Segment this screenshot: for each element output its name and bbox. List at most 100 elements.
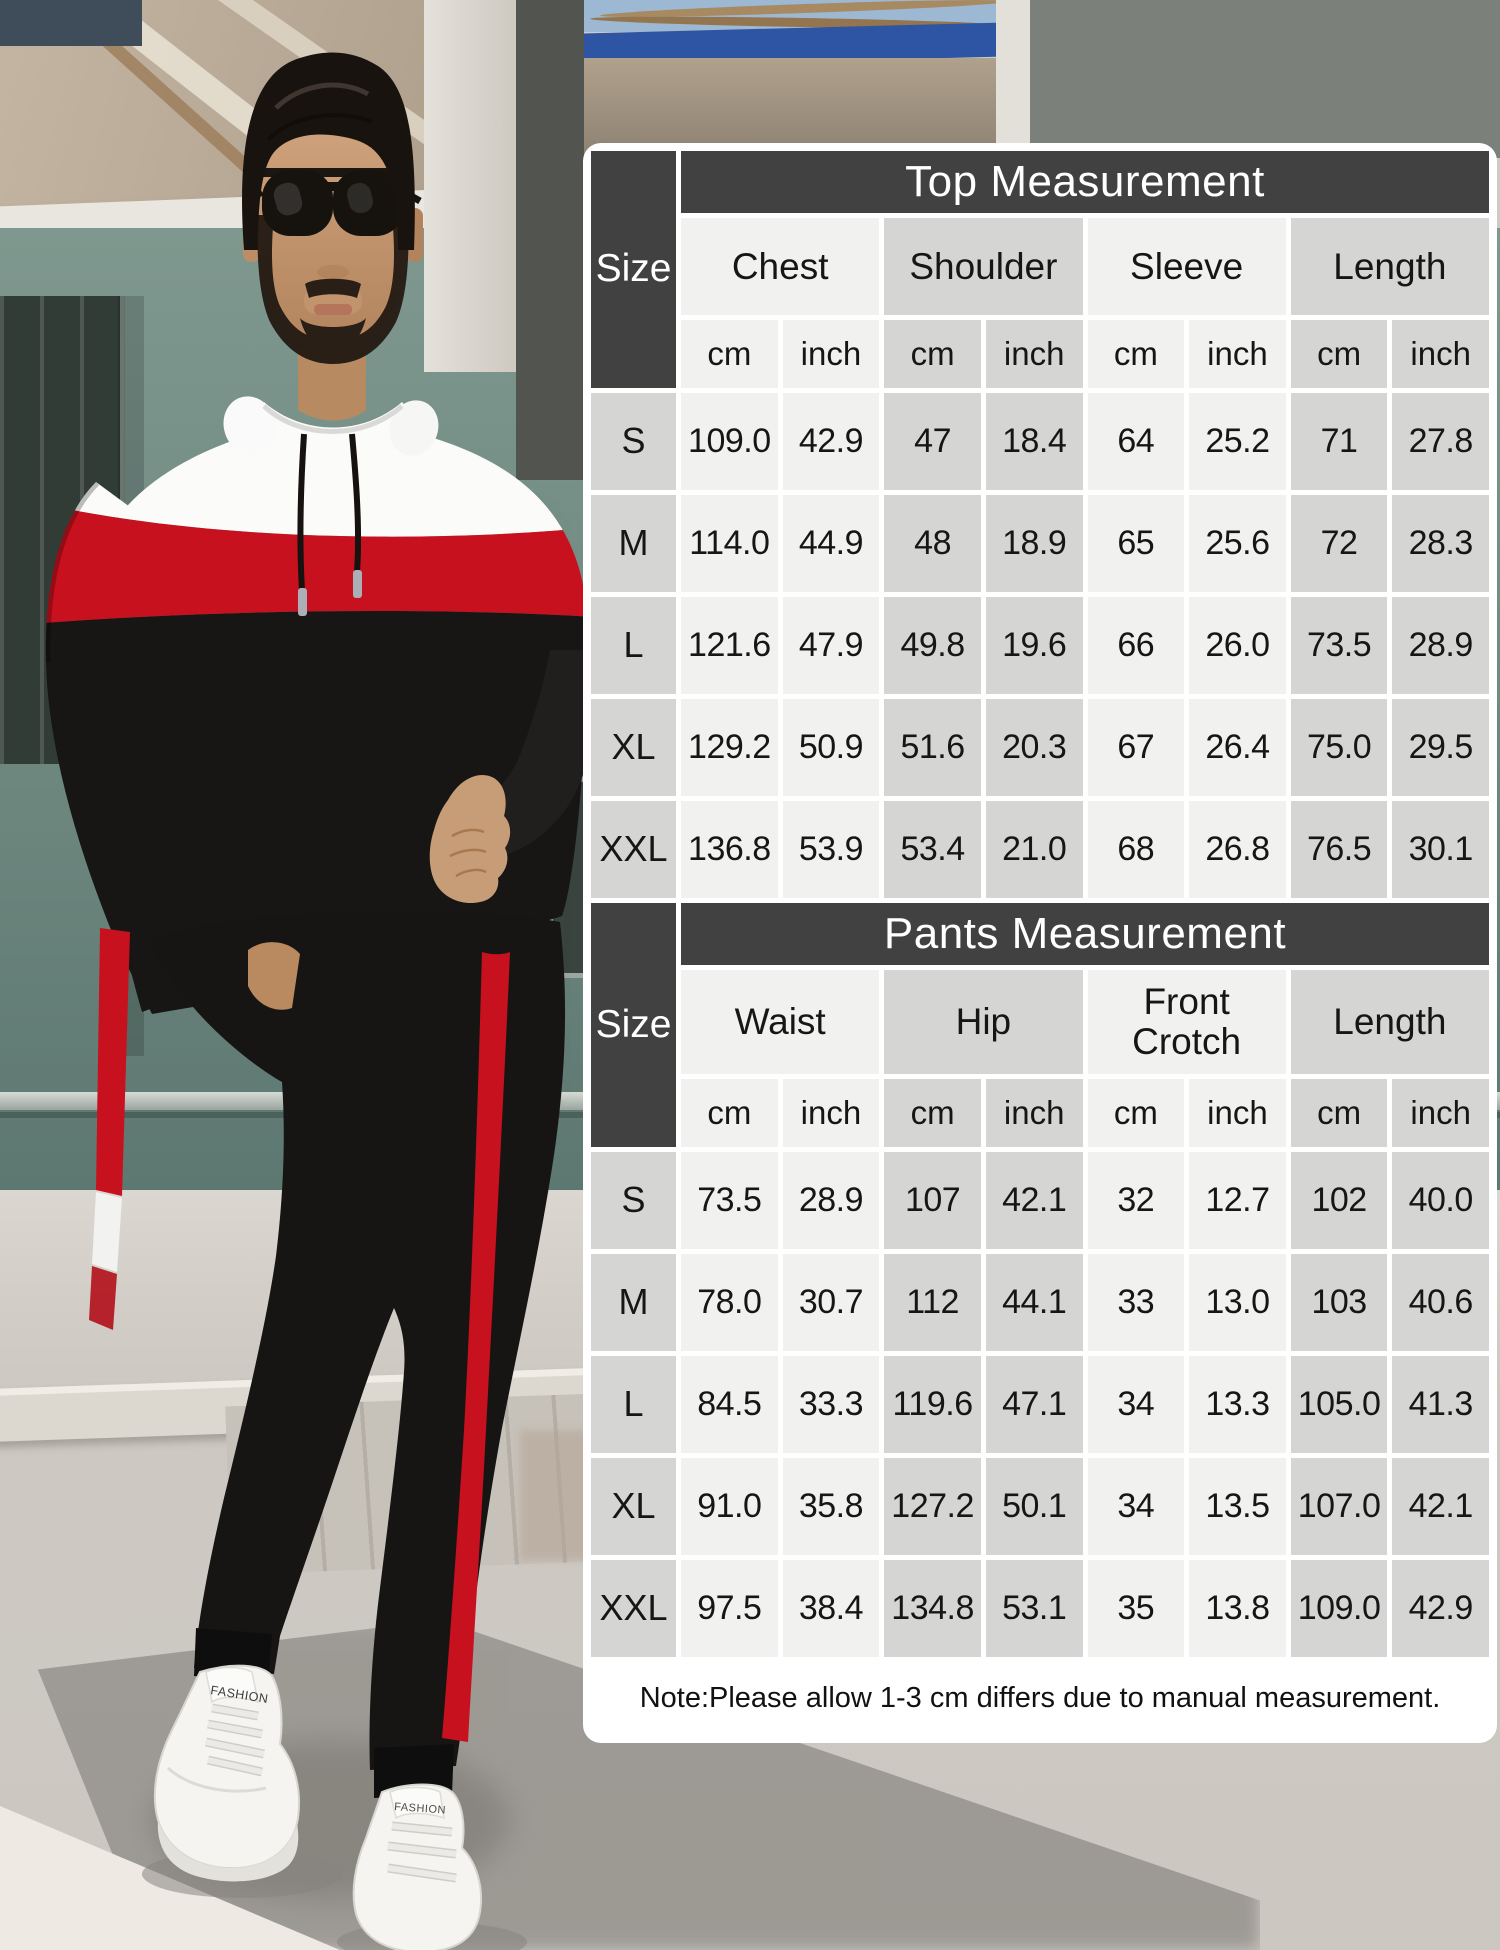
pants-measurement-table: Size Pants Measurement Waist Hip Front C… xyxy=(591,903,1489,1657)
shoe-tongue-text: FASHION xyxy=(394,1801,447,1817)
table-cell: 84.5 xyxy=(681,1356,778,1453)
row-size-label: L xyxy=(591,1356,677,1453)
white-sneaker: FASHION xyxy=(352,1783,482,1950)
table-cell: 38.4 xyxy=(782,1560,880,1657)
unit-label: cm xyxy=(884,320,981,388)
table-cell: 27.8 xyxy=(1392,393,1489,490)
unit-label: cm xyxy=(681,320,778,388)
unit-label: inch xyxy=(782,1079,880,1147)
table-cell: 105.0 xyxy=(1290,1356,1388,1453)
table-cell: 53.1 xyxy=(985,1560,1083,1657)
table-cell: 19.6 xyxy=(985,597,1083,694)
column-group-waist: Waist xyxy=(681,970,880,1074)
table-cell: 73.5 xyxy=(681,1152,778,1249)
table-cell: 28.9 xyxy=(782,1152,880,1249)
table-cell: 13.3 xyxy=(1189,1356,1286,1453)
table-cell: 25.6 xyxy=(1189,495,1286,592)
unit-label: inch xyxy=(1392,1079,1489,1147)
table-cell: 28.3 xyxy=(1392,495,1489,592)
unit-label: inch xyxy=(1189,1079,1286,1147)
table-cell: 26.0 xyxy=(1189,597,1286,694)
unit-label: cm xyxy=(1290,1079,1388,1147)
measurement-note: Note:Please allow 1-3 cm differs due to … xyxy=(591,1662,1489,1735)
table-cell: 42.1 xyxy=(985,1152,1083,1249)
table-cell: 26.8 xyxy=(1189,801,1286,898)
unit-label: inch xyxy=(1392,320,1489,388)
table-cell: 13.0 xyxy=(1189,1254,1286,1351)
table-cell: 68 xyxy=(1087,801,1185,898)
table-cell: 121.6 xyxy=(681,597,778,694)
table-cell: 50.9 xyxy=(782,699,880,796)
row-size-label: XL xyxy=(591,1458,677,1555)
table-cell: 73.5 xyxy=(1290,597,1388,694)
lips xyxy=(314,304,352,315)
table-cell: 65 xyxy=(1087,495,1185,592)
table-cell: 50.1 xyxy=(985,1458,1083,1555)
table-cell: 114.0 xyxy=(681,495,778,592)
table-cell: 47 xyxy=(884,393,981,490)
pants-table-title: Pants Measurement xyxy=(681,903,1489,965)
canopy-slope xyxy=(583,58,1005,156)
column-group-length: Length xyxy=(1290,970,1489,1074)
table-cell: 35.8 xyxy=(782,1458,880,1555)
table-cell: 109.0 xyxy=(681,393,778,490)
table-cell: 112 xyxy=(884,1254,981,1351)
white-pillar xyxy=(424,0,518,372)
table-cell: 18.4 xyxy=(985,393,1083,490)
row-size-label: XXL xyxy=(591,1560,677,1657)
row-size-label: M xyxy=(591,1254,677,1351)
table-cell: 136.8 xyxy=(681,801,778,898)
table-cell: 53.9 xyxy=(782,801,880,898)
table-cell: 13.8 xyxy=(1189,1560,1286,1657)
unit-label: cm xyxy=(1290,320,1388,388)
table-cell: 29.5 xyxy=(1392,699,1489,796)
table-cell: 12.7 xyxy=(1189,1152,1286,1249)
table-cell: 51.6 xyxy=(884,699,981,796)
hood-fold xyxy=(389,400,439,456)
table-cell: 127.2 xyxy=(884,1458,981,1555)
column-group-length: Length xyxy=(1290,218,1489,315)
gray-wall xyxy=(1030,0,1500,158)
unit-label: cm xyxy=(1087,1079,1185,1147)
white-pillar xyxy=(996,0,1034,158)
table-cell: 18.9 xyxy=(985,495,1083,592)
table-cell: 66 xyxy=(1087,597,1185,694)
table-cell: 35 xyxy=(1087,1560,1185,1657)
pants-side-stripes xyxy=(89,928,510,1742)
table-cell: 30.1 xyxy=(1392,801,1489,898)
size-chart-panel: Size Top Measurement Chest Shoulder Slee… xyxy=(583,143,1497,1743)
table-cell: 129.2 xyxy=(681,699,778,796)
unit-label: cm xyxy=(884,1079,981,1147)
table-cell: 34 xyxy=(1087,1458,1185,1555)
table-cell: 119.6 xyxy=(884,1356,981,1453)
column-group-front-crotch: Front Crotch xyxy=(1087,970,1286,1074)
unit-label: inch xyxy=(985,1079,1083,1147)
table-cell: 20.3 xyxy=(985,699,1083,796)
table-cell: 28.9 xyxy=(1392,597,1489,694)
table-cell: 40.6 xyxy=(1392,1254,1489,1351)
size-column-header: Size xyxy=(591,151,677,388)
table-cell: 25.2 xyxy=(1189,393,1286,490)
table-cell: 32 xyxy=(1087,1152,1185,1249)
size-column-header: Size xyxy=(591,903,677,1147)
row-size-label: S xyxy=(591,1152,677,1249)
row-size-label: M xyxy=(591,495,677,592)
row-size-label: L xyxy=(591,597,677,694)
column-group-chest: Chest xyxy=(681,218,880,315)
table-cell: 33 xyxy=(1087,1254,1185,1351)
table-cell: 75.0 xyxy=(1290,699,1388,796)
table-cell: 21.0 xyxy=(985,801,1083,898)
hood-fold xyxy=(223,396,277,456)
dark-column xyxy=(516,0,584,480)
table-cell: 107 xyxy=(884,1152,981,1249)
table-cell: 30.7 xyxy=(782,1254,880,1351)
table-cell: 48 xyxy=(884,495,981,592)
table-cell: 76.5 xyxy=(1290,801,1388,898)
column-group-sleeve: Sleeve xyxy=(1087,218,1286,315)
table-cell: 42.9 xyxy=(782,393,880,490)
table-cell: 97.5 xyxy=(681,1560,778,1657)
table-cell: 49.8 xyxy=(884,597,981,694)
unit-label: inch xyxy=(782,320,880,388)
table-cell: 103 xyxy=(1290,1254,1388,1351)
table-cell: 64 xyxy=(1087,393,1185,490)
